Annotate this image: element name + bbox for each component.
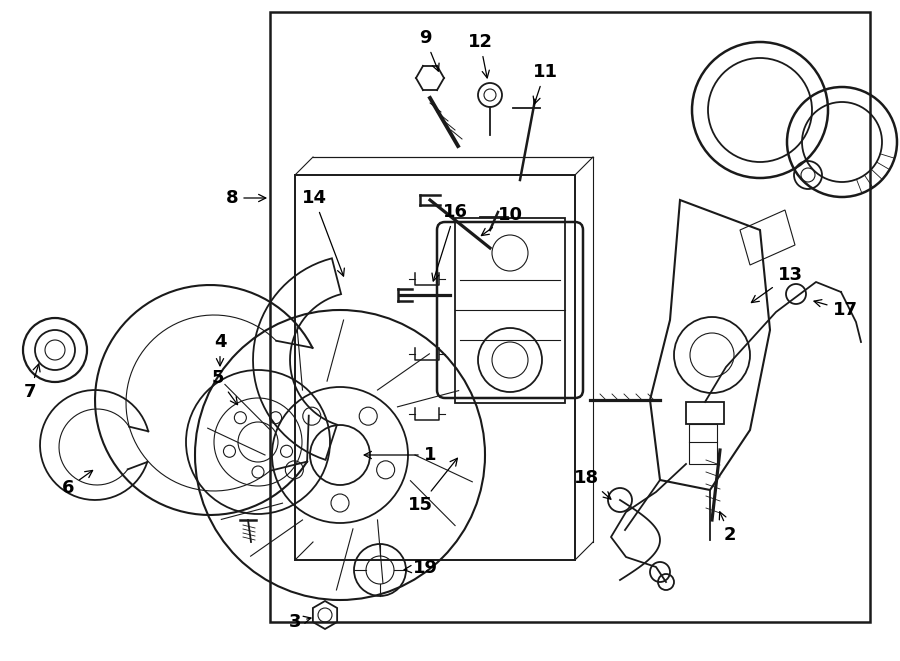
Text: 18: 18 [574, 469, 611, 499]
Bar [270, 12, 870, 622]
Text: 5: 5 [212, 369, 238, 405]
Text: 4: 4 [214, 333, 226, 366]
Bar [689, 424, 717, 464]
Text: 16: 16 [432, 203, 467, 281]
Text: 11: 11 [533, 63, 557, 104]
Text: 6: 6 [62, 471, 93, 497]
Text: 3: 3 [289, 613, 310, 631]
Text: 12: 12 [467, 33, 492, 78]
Text: 1: 1 [364, 446, 436, 464]
Text: 13: 13 [752, 266, 803, 303]
Bar [686, 402, 724, 424]
Text: 15: 15 [408, 458, 457, 514]
Text: 14: 14 [302, 189, 345, 276]
Text: 2: 2 [719, 512, 736, 544]
Text: 19: 19 [404, 559, 437, 577]
Text: 17: 17 [814, 299, 858, 319]
Bar [455, 218, 565, 403]
Text: 7: 7 [23, 364, 40, 401]
Text: 8: 8 [226, 189, 266, 207]
Text: 9: 9 [418, 29, 439, 71]
Text: 10: 10 [482, 206, 523, 235]
